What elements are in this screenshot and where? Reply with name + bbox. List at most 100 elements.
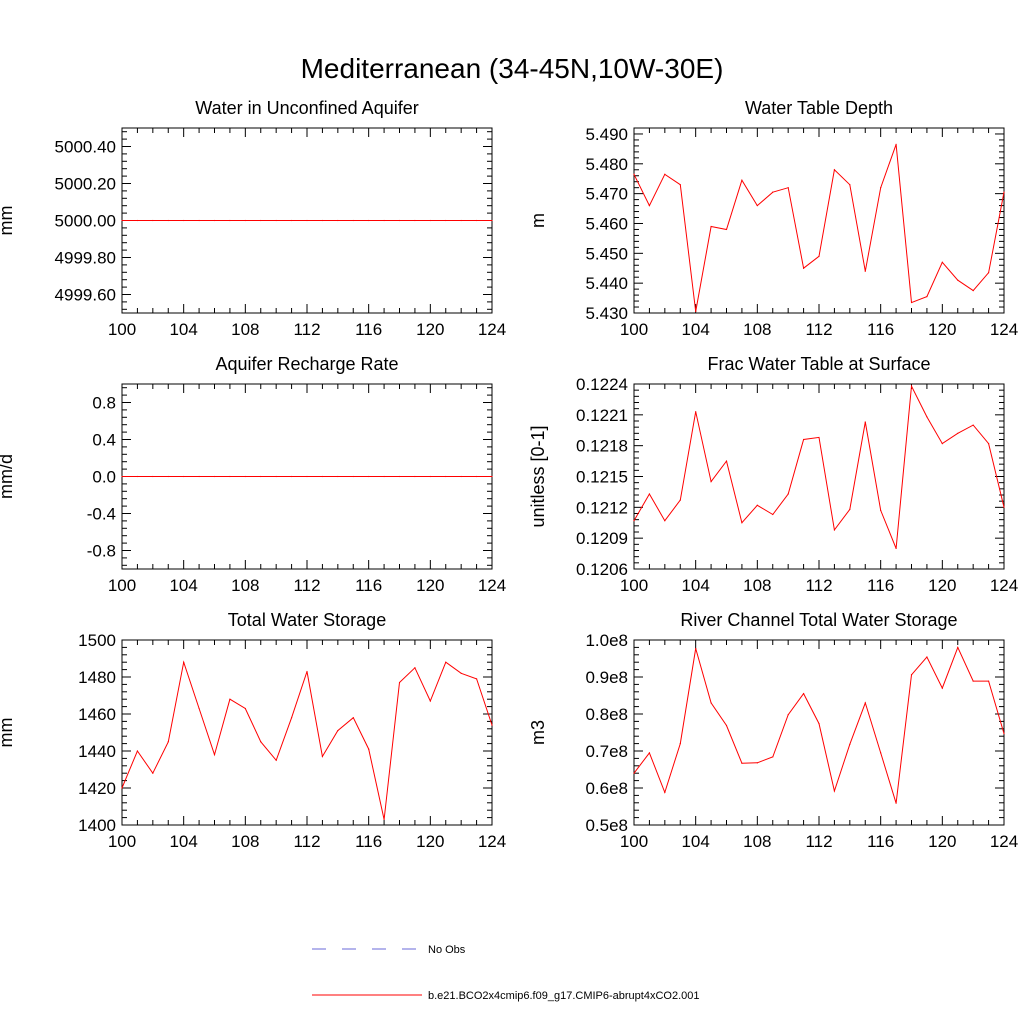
- y-tick-label: 5000.00: [55, 212, 116, 231]
- y-tick-label: 5.470: [585, 185, 628, 204]
- data-point: [910, 301, 913, 304]
- data-point: [802, 438, 805, 441]
- chart-panels: Water in Unconfined Aquifer 100 104 108 112 1…: [0, 98, 1018, 851]
- data-point: [926, 295, 928, 298]
- x-tick-label: 120: [928, 832, 956, 851]
- data-point: [895, 143, 897, 146]
- y-tick-label: -0.4: [87, 505, 116, 524]
- chart-panel-1: Water in Unconfined Aquifer 100 104 108 112 1…: [0, 98, 506, 339]
- plot-frame: [633, 383, 1005, 570]
- data-point: [167, 219, 169, 222]
- x-tick-label: 120: [416, 832, 444, 851]
- y-axis-label: mm/d: [0, 454, 16, 499]
- x-tick-label: 104: [681, 320, 709, 339]
- data-point: [679, 743, 681, 745]
- x-tick-label: 100: [108, 320, 136, 339]
- y-tick-label: 0.1221: [576, 406, 628, 425]
- data-point: [198, 219, 200, 222]
- x-tick-label: 100: [620, 320, 648, 339]
- x-tick-label: 116: [355, 576, 382, 595]
- data-point: [756, 504, 758, 506]
- page-title: Mediterranean (34-45N,10W-30E): [301, 53, 724, 84]
- y-axis-label: unitless [0-1]: [528, 425, 548, 527]
- x-tick-label: 112: [805, 832, 832, 851]
- data-point: [910, 674, 913, 676]
- y-tick-label: 0.1209: [576, 529, 628, 548]
- data-point: [337, 730, 339, 732]
- data-point: [864, 702, 866, 704]
- data-point: [957, 432, 959, 434]
- data-point: [880, 187, 882, 189]
- y-tick-label: 5.430: [585, 304, 628, 323]
- y-tick-label: 1420: [78, 779, 116, 798]
- data-point: [475, 678, 478, 680]
- x-tick-label: 108: [231, 832, 259, 851]
- data-point: [725, 724, 728, 727]
- x-tick-label: 104: [169, 320, 197, 339]
- y-axis-label: mm: [0, 206, 16, 236]
- data-point: [136, 750, 139, 752]
- panel-title: Frac Water Table at Surface: [707, 354, 930, 374]
- data-point: [679, 184, 681, 186]
- data-point: [136, 219, 139, 222]
- plot-frame: [121, 639, 493, 826]
- data-point: [741, 522, 743, 524]
- data-point: [275, 475, 277, 478]
- data-point: [213, 754, 216, 756]
- data-point: [849, 743, 851, 745]
- data-point: [648, 493, 651, 495]
- x-tick-label: 112: [293, 832, 320, 851]
- y-tick-label: -0.8: [87, 542, 116, 561]
- data-point: [398, 219, 401, 222]
- series-line: [633, 144, 1005, 312]
- x-tick-label: 100: [108, 576, 136, 595]
- data-point: [695, 647, 697, 650]
- data-point: [429, 475, 431, 478]
- y-tick-label: 0.1215: [576, 468, 628, 487]
- x-tick-label: 100: [620, 832, 648, 851]
- y-tick-label: 1500: [78, 631, 116, 650]
- data-point: [756, 204, 758, 207]
- data-point: [972, 424, 974, 426]
- y-tick-label: 0.1224: [576, 375, 628, 394]
- data-point: [941, 443, 943, 445]
- y-tick-label: 0.4: [92, 431, 116, 450]
- data-point: [229, 219, 231, 222]
- data-point: [445, 661, 447, 663]
- data-point: [429, 219, 431, 222]
- chart-panel-3: Aquifer Recharge Rate 100 104 108 112 116 120 1…: [0, 354, 506, 595]
- data-point: [368, 475, 370, 478]
- data-point: [880, 752, 882, 754]
- y-tick-label: 0.6e8: [585, 779, 628, 798]
- y-axis-label: mm: [0, 718, 16, 748]
- data-point: [710, 225, 712, 228]
- data-point: [321, 475, 324, 478]
- data-point: [695, 411, 697, 413]
- data-point: [121, 219, 123, 222]
- data-point: [833, 169, 836, 171]
- data-point: [352, 475, 354, 478]
- x-tick-label: 116: [867, 320, 894, 339]
- data-point: [725, 460, 728, 462]
- data-point: [445, 475, 447, 478]
- y-tick-label: 5.440: [585, 274, 628, 293]
- data-point: [260, 475, 262, 478]
- data-point: [880, 509, 882, 512]
- plot-frame: [633, 639, 1005, 826]
- panel-title: Water in Unconfined Aquifer: [195, 98, 418, 118]
- data-point: [910, 385, 913, 387]
- data-point: [926, 656, 928, 658]
- legend-label-no-obs: No Obs: [428, 944, 466, 956]
- data-point: [941, 687, 943, 689]
- data-point: [275, 759, 277, 761]
- data-point: [460, 475, 462, 478]
- y-tick-label: 0.1212: [576, 498, 628, 517]
- panel-title: River Channel Total Water Storage: [680, 610, 957, 630]
- data-point: [260, 741, 262, 743]
- data-point: [183, 475, 185, 478]
- y-tick-label: 0.1206: [576, 560, 628, 579]
- data-point: [183, 661, 185, 663]
- data-point: [957, 279, 959, 281]
- data-point: [244, 707, 246, 710]
- data-point: [926, 416, 928, 418]
